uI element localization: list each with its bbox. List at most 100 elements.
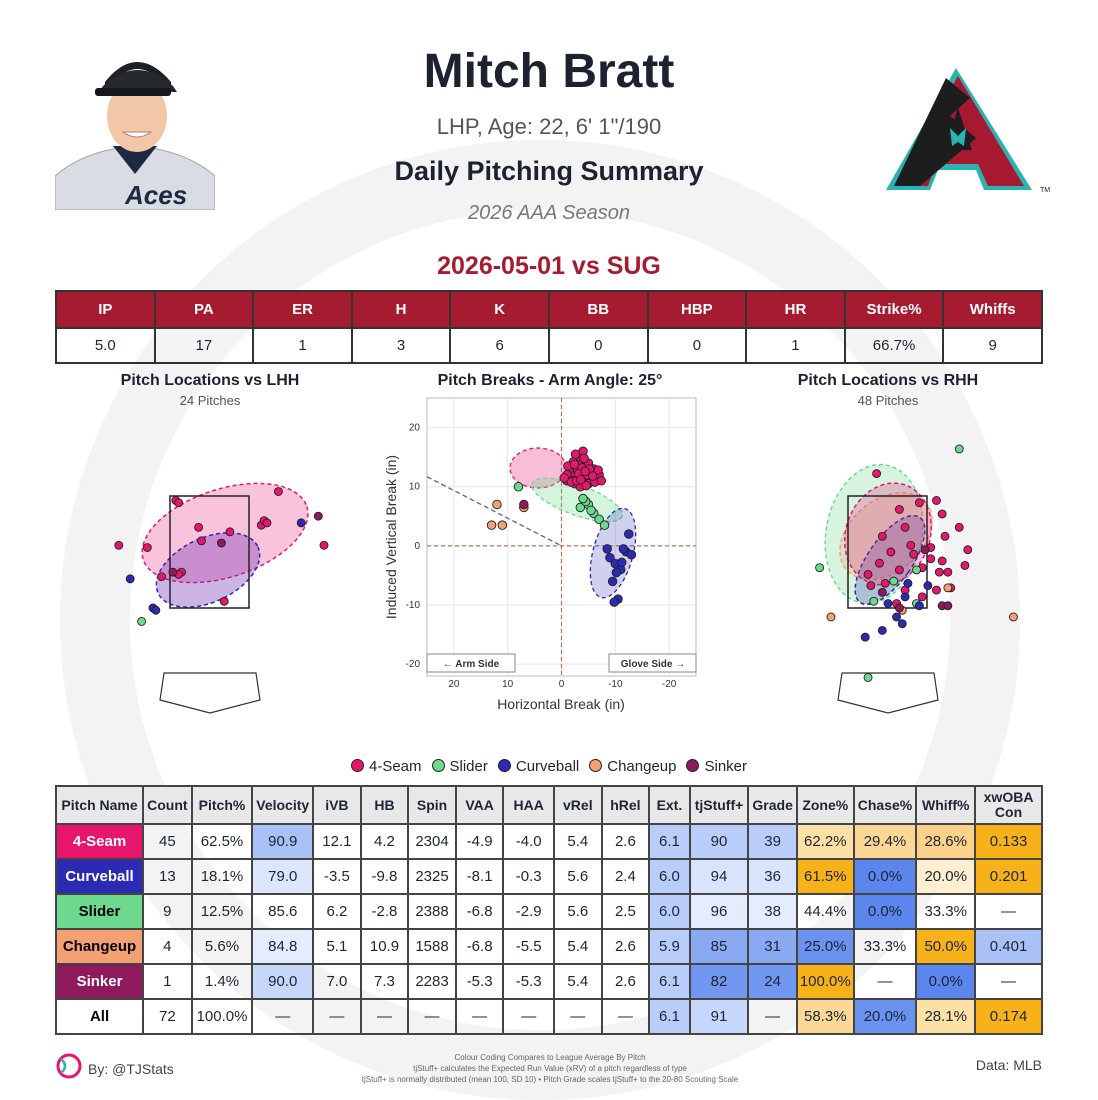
break-x-tick: 20 [448,679,460,690]
lhh-strike-zone [169,495,250,609]
pitch-row-4-seam: 4-Seam 45 62.5% 90.9 12.1 4.2 2304 -4.9 -4.0 5.4 2… [54,823,1043,860]
break-y-tick: 0 [414,541,420,552]
jersey-lettering: Aces [124,180,187,210]
location-point-curveball [897,619,907,629]
pitch-cell-hrel: 2.5 [600,893,651,930]
lhh-home-plate [159,672,261,714]
pitch-cell-ivb: 7.0 [312,963,362,1000]
location-point-4-seam [906,540,916,550]
stat-value-hbp: 0 [646,327,748,364]
stat-value-strike-: 66.7% [843,327,945,364]
pitch-cell-tjstuff-: 90 [688,823,750,860]
location-point-4-seam [940,531,950,541]
game-title: 2026-05-01 vs SUG [437,252,661,280]
break-point-curveball [617,557,627,568]
location-point-4-seam [866,581,876,591]
location-point-4-seam [225,527,235,537]
pitch-cell-count: 4 [142,928,193,965]
rhh-home-plate [837,672,939,714]
pitch-cell-hrel: — [600,998,651,1035]
pitch-header-count: Count [142,785,193,825]
pitch-legend: 4-Seam Slider Curveball Changeup Sinker [0,758,1098,775]
pitch-cell-grade: — [747,998,798,1035]
pitch-cell-zone-: 44.4% [795,893,855,930]
footer-note-2: tjStuff+ calculates the Expected Run Val… [413,1064,687,1073]
pitch-cell-pitch-: 5.6% [190,928,254,965]
location-point-curveball [892,612,902,622]
pitch-cell-zone-: 62.2% [795,823,855,860]
pitch-cell-vaa: -6.8 [454,928,505,965]
arm-angle-line [426,476,562,547]
stat-header-pa: PA [153,290,255,329]
location-point-sinker [168,567,178,577]
legend-label: Sinker [704,758,748,775]
pitch-cell-velocity: — [251,998,315,1035]
pitch-cell-ivb: -3.5 [312,858,362,895]
location-point-curveball [923,581,933,591]
pitch-cell-tjstuff-: 96 [688,893,750,930]
break-point-curveball [618,544,629,554]
stat-value-bb: 0 [547,327,649,364]
break-point-curveball [602,544,612,554]
pitch-header-haa: HAA [502,785,556,825]
pitch-cell-haa: -5.3 [502,963,556,1000]
location-point-4-seam [219,596,229,606]
break-y-tick: 20 [409,423,421,434]
location-point-sinker [894,603,904,613]
pitch-cell-whiff-: 28.1% [915,998,977,1035]
location-point-slider [869,596,879,606]
stat-header-h: H [350,290,452,329]
break-point-curveball [611,567,622,578]
location-point-4-seam [142,543,152,552]
pitch-cell-hb: -9.8 [359,858,410,895]
pitch-cell-velocity: 90.0 [251,963,315,1000]
game-stats-value-row: 5.0 17 1 3 6 0 0 1 66.7% 9 [55,327,1043,364]
break-y-tick: -10 [406,600,421,611]
legend-label: 4-Seam [368,758,422,775]
pitch-cell-whiff-: 0.0% [915,963,977,1000]
pitch-name-cell: Sinker [54,963,145,1000]
location-point-4-seam [900,522,910,532]
location-point-sinker [920,545,930,555]
pitch-cell-velocity: 79.0 [251,858,315,895]
stat-header-hbp: HBP [646,290,748,329]
location-point-4-seam [963,545,973,555]
stat-header-hr: HR [745,290,846,329]
pitch-cell-ivb: 5.1 [312,928,362,965]
pitch-cell-zone-: 61.5% [795,858,855,895]
stat-value-h: 3 [350,327,452,364]
break-point-4-seam [579,453,589,464]
break-point-changeup [497,520,508,530]
stat-value-whiffs: 9 [942,327,1043,364]
location-point-4-seam [174,498,184,508]
pitch-cell-chase-: 33.3% [852,928,918,965]
pitch-cell-count: 13 [142,858,193,895]
pitch-table-body: 4-Seam 45 62.5% 90.9 12.1 4.2 2304 -4.9 -4.0 5.4 2… [54,823,1043,1035]
pitch-cell-hrel: 2.4 [600,858,651,895]
location-point-sinker [216,538,226,548]
pitch-cell-chase-: 0.0% [852,858,918,895]
pitch-cell-zone-: 58.3% [795,998,855,1035]
pitch-cell-haa: -2.9 [502,893,556,930]
break-point-slider [599,520,610,530]
break-point-4-seam [559,473,569,483]
pitch-cell-hrel: 2.6 [600,963,651,1000]
tjstats-logo-icon [56,1053,82,1079]
pitch-cell-zone-: 25.0% [795,928,855,965]
pitch-row-slider: Slider 9 12.5% 85.6 6.2 -2.8 2388 -6.8 -2.9 5.6 2.… [54,893,1043,930]
stat-header-strike-: Strike% [843,290,945,329]
pitch-cell-hb: -2.8 [359,893,410,930]
pitch-cell-vrel: 5.4 [553,823,603,860]
break-point-slider [578,493,588,504]
location-point-curveball [914,601,924,611]
break-y-tick: 10 [409,482,421,493]
break-point-curveball [605,552,615,563]
stat-value-k: 6 [449,327,550,364]
location-point-curveball [903,578,913,588]
pitch-cell-tjstuff-: 91 [688,998,750,1035]
break-y-tick: -20 [406,659,421,670]
stat-header-ip: IP [55,290,156,329]
pitch-cell-grade: 24 [747,963,798,1000]
legend-swatch [686,759,700,772]
pitch-cell-vrel: 5.4 [553,963,603,1000]
